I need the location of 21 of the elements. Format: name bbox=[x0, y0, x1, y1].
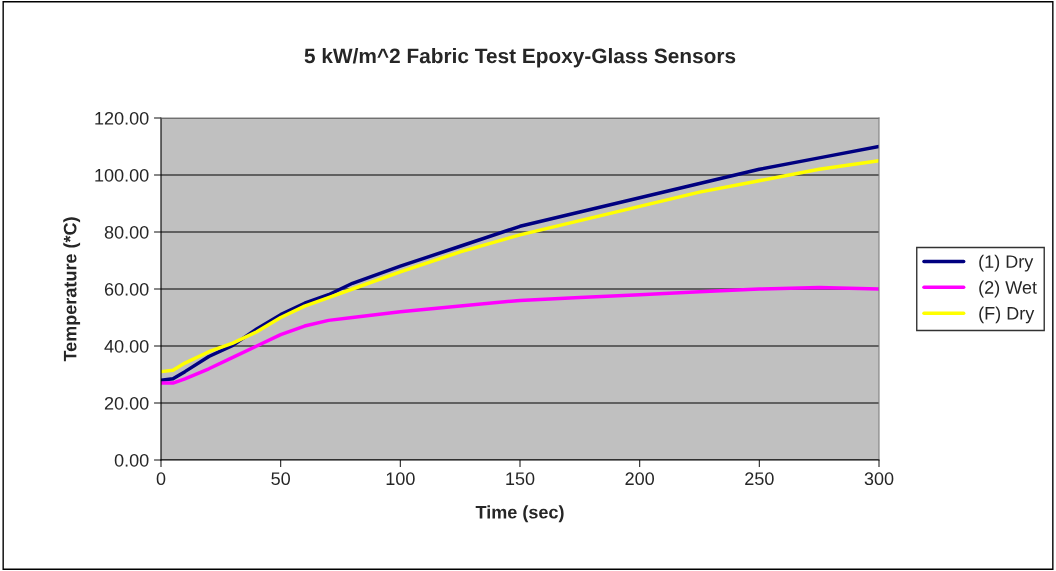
y-tick-label: 0.00 bbox=[114, 453, 149, 467]
x-tick-label: 250 bbox=[745, 472, 774, 486]
x-axis-title: Time (sec) bbox=[475, 505, 564, 523]
y-tick-label: 60.00 bbox=[104, 282, 149, 296]
x-tick-label: 300 bbox=[864, 472, 894, 486]
legend-label: (1) Dry bbox=[979, 254, 1034, 272]
line-series bbox=[161, 285, 879, 385]
x-tick-label: 150 bbox=[506, 472, 535, 486]
chart-title: 5 kW/m^2 Fabric Test Epoxy-Glass Sensors bbox=[304, 48, 736, 68]
x-tick-label: 100 bbox=[386, 472, 415, 486]
legend-label: (2) Wet bbox=[979, 280, 1037, 298]
y-tick-label: 80.00 bbox=[104, 225, 149, 239]
x-tick-label: 200 bbox=[625, 472, 655, 486]
y-tick-label: 20.00 bbox=[104, 396, 149, 410]
y-tick-label: 40.00 bbox=[104, 339, 149, 353]
y-tick-label: 120.00 bbox=[95, 111, 149, 125]
y-axis-title: Temperature (*C) bbox=[63, 217, 81, 362]
x-tick-label: 50 bbox=[271, 472, 290, 486]
y-tick-label: 100.00 bbox=[95, 168, 149, 182]
legend-label: (F) Dry bbox=[979, 306, 1035, 324]
x-tick-label: 0 bbox=[156, 472, 166, 486]
